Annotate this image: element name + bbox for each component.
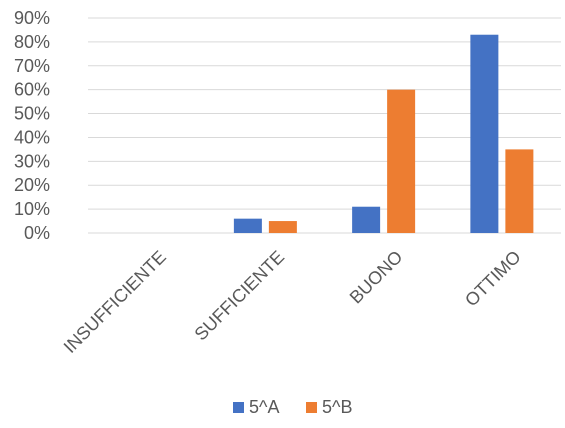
y-tick-label: 60% [14,80,50,100]
x-category-label: OTTIMO [461,247,525,311]
legend: 5^A 5^B [233,397,352,417]
x-axis-category-labels: INSUFFICIENTE SUFFICIENTE BUONO OTTIMO [60,247,525,357]
y-tick-label: 30% [14,151,50,171]
bar-5a-ottimo [470,34,499,233]
y-axis-tick-labels: 0% 10% 20% 30% 40% 50% 60% 70% 80% 90% [14,8,50,243]
y-tick-label: 0% [24,223,50,243]
x-category-label: SUFFICIENTE [191,247,289,345]
bar-5b-ottimo [505,149,534,233]
y-tick-label: 50% [14,104,50,124]
x-category-label: INSUFFICIENTE [60,247,170,357]
y-tick-label: 40% [14,127,50,147]
legend-label: 5^A [249,397,279,417]
bar-5b-sufficiente [268,221,297,233]
legend-swatch [233,402,244,413]
legend-label: 5^B [322,397,352,417]
legend-swatch [306,402,317,413]
y-tick-label: 70% [14,56,50,76]
bar-5a-sufficiente [233,218,262,233]
y-tick-label: 90% [14,8,50,28]
gridlines [88,17,561,234]
y-tick-label: 80% [14,32,50,52]
y-tick-label: 10% [14,199,50,219]
bar-5b-buono [387,89,416,234]
bar-5a-buono [352,206,381,233]
bars [233,34,534,234]
y-tick-label: 20% [14,175,50,195]
x-category-label: BUONO [346,247,407,308]
